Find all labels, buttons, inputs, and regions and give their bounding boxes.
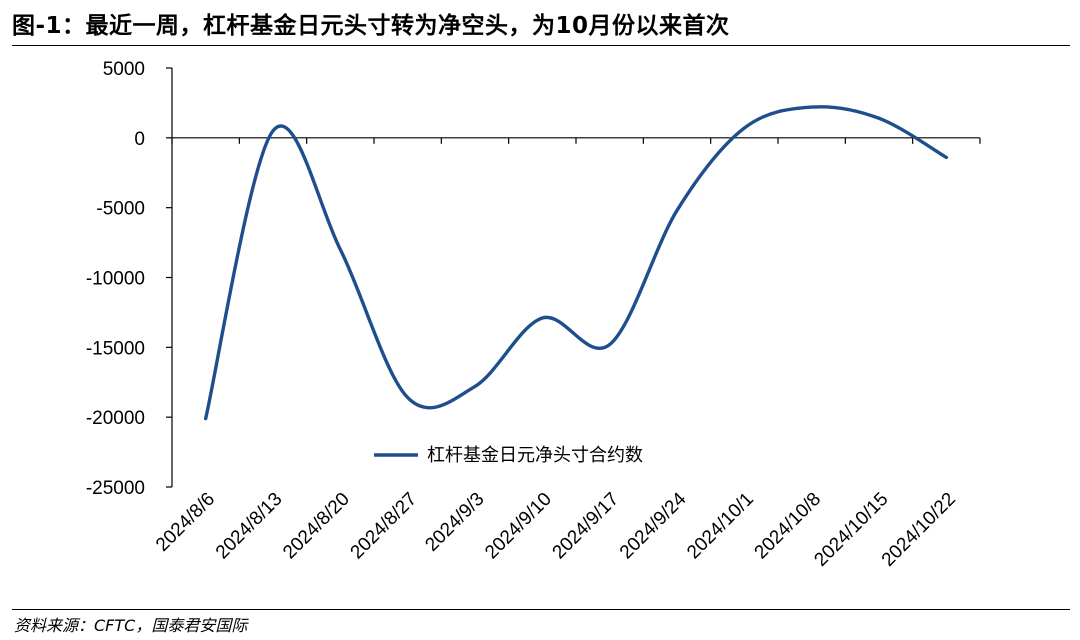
series-line [203, 105, 949, 421]
source-note: 资料来源：CFTC，国泰君安国际 [14, 616, 248, 635]
x-tick-label: 2024/8/27 [347, 489, 422, 564]
y-tick-label: 0 [134, 129, 145, 150]
title-divider [12, 45, 1070, 46]
y-tick-label: -10000 [86, 269, 145, 290]
y-tick-label: 5000 [103, 59, 145, 80]
y-tick-label: -20000 [86, 408, 145, 429]
x-tick-label: 2024/8/20 [279, 489, 354, 564]
x-tick-label: 2024/8/13 [212, 489, 287, 564]
source-divider [12, 609, 1070, 610]
x-tick-label: 2024/10/1 [683, 489, 758, 564]
x-tick-label: 2024/9/10 [481, 489, 556, 564]
y-tick-label: -25000 [86, 478, 145, 499]
y-tick-label: -5000 [96, 199, 145, 220]
x-tick-label: 2024/9/3 [421, 489, 488, 556]
figure-title: 图-1：最近一周，杠杆基金日元头寸转为净空头，为10月份以来首次 [12, 13, 730, 39]
x-tick-label: 2024/9/17 [549, 489, 624, 564]
x-tick-label: 2024/8/6 [152, 489, 219, 556]
x-tick-label: 2024/10/22 [878, 489, 960, 571]
y-tick-label: -15000 [86, 338, 145, 359]
legend-label: 杠杆基金日元净头寸合约数 [427, 445, 643, 466]
x-tick-label: 2024/9/24 [616, 488, 691, 563]
